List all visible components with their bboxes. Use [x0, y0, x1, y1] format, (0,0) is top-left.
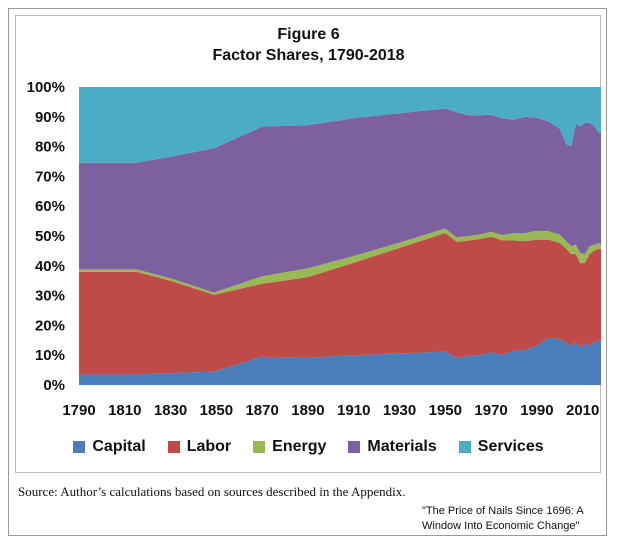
legend-item-capital: Capital [73, 438, 146, 456]
y-tick-label: 50% [35, 228, 65, 245]
area-series-group [79, 87, 601, 385]
legend-item-materials: Materials [348, 438, 437, 456]
legend-label: Energy [272, 438, 327, 455]
x-axis-ticks: 1790 1810 1830 1850 1870 1890 1910 1930 1950 1970… [62, 402, 599, 419]
y-tick-label: 80% [35, 139, 65, 156]
area-energy [79, 228, 601, 295]
y-tick-label: 20% [35, 317, 65, 334]
x-tick-label: 1830 [154, 402, 187, 419]
legend-swatch [73, 441, 86, 453]
x-tick-label: 1850 [200, 402, 233, 419]
legend: Capital Labor Energy Materials Services [0, 438, 617, 456]
y-tick-label: 40% [35, 258, 65, 275]
x-tick-label: 1950 [429, 402, 462, 419]
legend-swatch [253, 441, 266, 453]
x-tick-label: 1970 [474, 402, 507, 419]
legend-label: Capital [92, 438, 146, 455]
x-tick-label: 1870 [245, 402, 278, 419]
x-tick-label: 1990 [520, 402, 553, 419]
x-tick-label: 1790 [62, 402, 95, 419]
area-labor [79, 233, 601, 375]
legend-label: Materials [367, 438, 437, 455]
legend-swatch [458, 441, 471, 453]
y-tick-label: 30% [35, 288, 65, 305]
y-tick-label: 10% [35, 347, 65, 364]
legend-swatch [167, 441, 180, 453]
x-tick-label: 1910 [337, 402, 370, 419]
area-services [79, 87, 601, 163]
area-materials [79, 108, 601, 293]
legend-label: Labor [186, 438, 232, 455]
legend-item-services: Services [458, 438, 544, 456]
legend-item-labor: Labor [167, 438, 232, 456]
x-tick-label: 1890 [291, 402, 324, 419]
x-tick-label: 1930 [383, 402, 416, 419]
chart-title: Figure 6 [277, 26, 340, 43]
legend-swatch [348, 441, 361, 453]
y-axis-ticks: 0% 10% 20% 30% 40% 50% 60% 70% 80% 90% 100% [27, 79, 65, 394]
y-tick-label: 70% [35, 168, 65, 185]
chart-subtitle: Factor Shares, 1790-2018 [212, 47, 405, 64]
area-capital [79, 337, 601, 385]
citation-note: "The Price of Nails Since 1696: A Window… [422, 505, 584, 532]
x-tick-label: 1810 [108, 402, 141, 419]
y-tick-label: 100% [27, 79, 65, 96]
legend-label: Services [477, 438, 544, 455]
x-tick-label: 2010 [566, 402, 599, 419]
legend-item-energy: Energy [253, 438, 326, 456]
y-tick-label: 90% [35, 109, 65, 126]
y-tick-label: 60% [35, 198, 65, 215]
y-tick-label: 0% [43, 377, 65, 394]
source-note: Source: Author’s calculations based on s… [18, 484, 406, 499]
